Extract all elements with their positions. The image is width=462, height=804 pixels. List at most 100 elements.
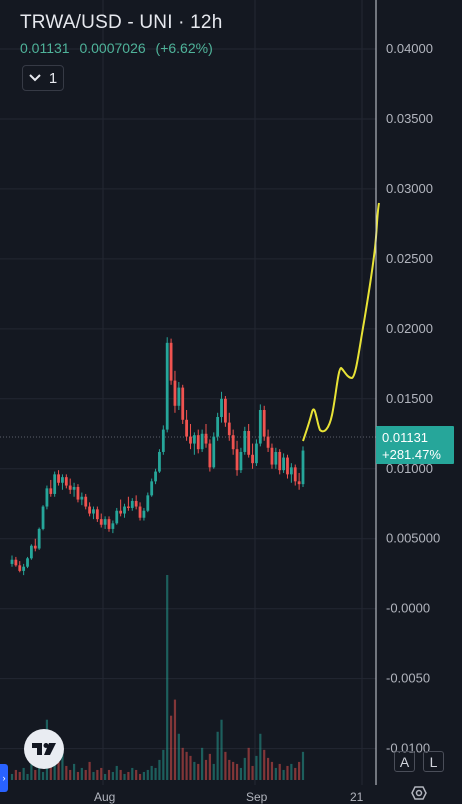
candle-body bbox=[84, 496, 88, 507]
volume-bar bbox=[228, 759, 231, 780]
candle-body bbox=[99, 519, 103, 525]
candle-body bbox=[169, 342, 173, 381]
volume-bar bbox=[216, 731, 219, 780]
volume-bar bbox=[282, 769, 285, 780]
volume-bar bbox=[84, 769, 87, 780]
candle-body bbox=[181, 387, 185, 420]
volume-bar bbox=[38, 767, 41, 780]
indicator-collapse-button[interactable]: 1 bbox=[22, 65, 64, 91]
candle-body bbox=[216, 416, 220, 437]
volume-bar bbox=[201, 747, 204, 780]
candle-body bbox=[173, 380, 177, 406]
price-tag-value: 0.01131 bbox=[382, 430, 429, 445]
price-tick-label: 0.005000 bbox=[386, 531, 440, 546]
candle-body bbox=[289, 467, 293, 475]
candle-body bbox=[123, 506, 126, 514]
candle-body bbox=[142, 510, 146, 518]
chevron-right-icon[interactable]: › bbox=[0, 764, 8, 792]
volume-bar bbox=[235, 763, 239, 780]
candle-body bbox=[18, 565, 22, 571]
volume-bar bbox=[189, 755, 192, 780]
candle-body bbox=[130, 500, 134, 508]
symbol-title[interactable]: TRWA/USD - UNI · 12h bbox=[20, 12, 223, 33]
candle-body bbox=[134, 500, 138, 507]
time-tick-label: 21 bbox=[350, 790, 364, 804]
price-tick-label: 0.04000 bbox=[386, 41, 433, 56]
log-scale-button[interactable]: L bbox=[423, 751, 444, 772]
volume-bar bbox=[154, 767, 157, 780]
candle-body bbox=[262, 409, 266, 437]
price-axis: 0.04000 0.03500 0.03000 0.02500 0.02000 0.015… bbox=[386, 41, 440, 756]
volume-bar bbox=[177, 733, 180, 780]
volume-bar bbox=[100, 767, 103, 780]
volume-bar bbox=[208, 753, 211, 780]
volume-bar bbox=[239, 767, 243, 780]
quote-line: 0.01131 0.0007026 (+6.62%) bbox=[20, 40, 222, 56]
auto-scale-button[interactable]: A bbox=[394, 751, 415, 772]
volume-bar bbox=[14, 769, 17, 780]
candle-body bbox=[185, 419, 188, 437]
volume-bar bbox=[224, 751, 227, 780]
candle-body bbox=[158, 451, 161, 472]
volume-bar bbox=[298, 761, 301, 780]
candle-body bbox=[301, 450, 305, 485]
candle-body bbox=[235, 449, 239, 471]
volume-bar bbox=[72, 763, 76, 780]
volume-bar bbox=[111, 771, 114, 780]
candle-body bbox=[68, 485, 72, 490]
candle-body bbox=[53, 474, 57, 494]
volume-bar bbox=[266, 757, 270, 780]
candle-body bbox=[227, 422, 231, 436]
candle-body bbox=[92, 509, 95, 514]
candle-body bbox=[95, 509, 99, 520]
price-tick-label: 0.01000 bbox=[386, 461, 433, 476]
volume-bar bbox=[88, 761, 91, 780]
candlestick-series bbox=[10, 337, 305, 576]
volume-bar bbox=[142, 771, 146, 780]
time-tick-label: Aug bbox=[94, 790, 116, 804]
candle-body bbox=[196, 435, 200, 450]
candle-body bbox=[64, 477, 68, 486]
candle-body bbox=[247, 430, 251, 455]
volume-bar bbox=[115, 765, 118, 780]
settings-icon[interactable] bbox=[411, 786, 427, 800]
volume-bar bbox=[270, 761, 274, 780]
volume-bar bbox=[263, 749, 266, 780]
volume-bar bbox=[197, 763, 200, 780]
volume-bar bbox=[181, 747, 184, 780]
indicator-count: 1 bbox=[48, 69, 58, 87]
volume-bar bbox=[10, 773, 14, 780]
chevron-down-icon bbox=[29, 74, 41, 82]
volume-bar bbox=[220, 719, 223, 780]
candle-body bbox=[45, 488, 49, 507]
volume-bar bbox=[294, 767, 297, 780]
tradingview-logo-icon[interactable] bbox=[24, 729, 64, 769]
volume-bar bbox=[259, 733, 262, 780]
candle-body bbox=[57, 474, 60, 483]
candle-body bbox=[111, 523, 115, 529]
volume-bar bbox=[138, 773, 142, 780]
price-tick-label: 0.03000 bbox=[386, 181, 433, 196]
volume-bar bbox=[166, 575, 169, 780]
candle-body bbox=[251, 454, 254, 464]
volume-bar bbox=[92, 771, 95, 780]
volume-bar bbox=[169, 715, 173, 780]
price-tick-label: -0.0050 bbox=[386, 671, 430, 686]
volume-bar bbox=[131, 767, 134, 780]
volume-bar bbox=[30, 763, 33, 780]
candle-body bbox=[270, 447, 274, 465]
chart-grid bbox=[0, 0, 376, 785]
volume-bar bbox=[22, 767, 25, 780]
price-tick-label: 0.02000 bbox=[386, 321, 433, 336]
price-tick-label: -0.0000 bbox=[386, 601, 430, 616]
candle-body bbox=[189, 436, 192, 444]
candle-body bbox=[115, 510, 119, 524]
volume-bar bbox=[274, 767, 277, 780]
volume-bar bbox=[290, 763, 293, 780]
volume-bar bbox=[107, 769, 111, 780]
candle-body bbox=[138, 506, 142, 518]
price-change-percent: (+6.62%) bbox=[155, 40, 213, 56]
volume-bar bbox=[57, 761, 60, 780]
candle-body bbox=[161, 429, 165, 452]
